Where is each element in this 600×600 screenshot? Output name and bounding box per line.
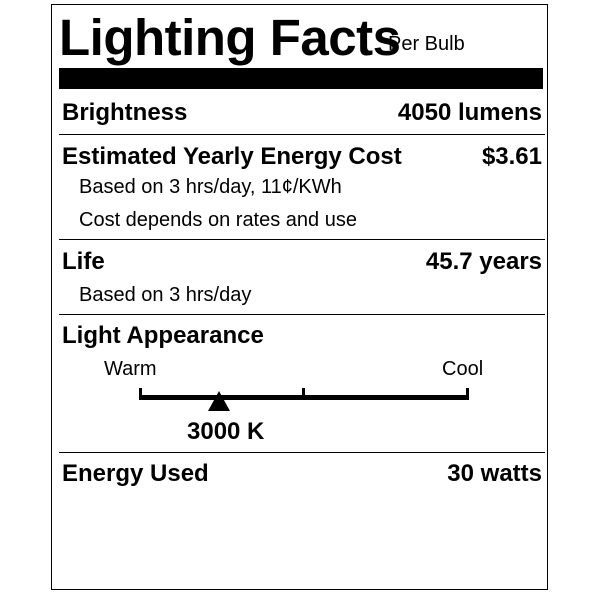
energy-used-value: 30 watts (447, 460, 542, 487)
light-appearance-label: Light Appearance (62, 322, 264, 349)
energy-used-label: Energy Used (62, 460, 209, 487)
color-temperature-marker-icon (208, 391, 230, 411)
divider (59, 239, 545, 240)
scale-tick (139, 388, 142, 400)
title-bar (59, 68, 543, 89)
life-label: Life (62, 248, 105, 275)
scale-tick (466, 388, 469, 400)
divider (59, 452, 545, 453)
energy-cost-label: Estimated Yearly Energy Cost (62, 143, 402, 170)
energy-cost-note: Cost depends on rates and use (79, 209, 357, 231)
divider (59, 134, 545, 135)
energy-cost-value: $3.61 (481, 143, 542, 170)
lighting-facts-label (51, 4, 548, 590)
cool-label: Cool (442, 358, 484, 380)
brightness-label: Brightness (62, 99, 188, 126)
divider (59, 314, 545, 315)
label-title: Lighting Facts (59, 9, 401, 66)
brightness-value: 4050 lumens (397, 99, 542, 126)
life-note: Based on 3 hrs/day (79, 284, 252, 306)
color-temperature-value: 3000 K (187, 418, 265, 445)
life-value: 45.7 years (425, 248, 542, 275)
energy-cost-note: Based on 3 hrs/day, 11¢/KWh (79, 176, 342, 198)
label-subtitle: Per Bulb (388, 33, 465, 55)
scale-tick (302, 388, 305, 400)
warm-label: Warm (104, 358, 157, 380)
